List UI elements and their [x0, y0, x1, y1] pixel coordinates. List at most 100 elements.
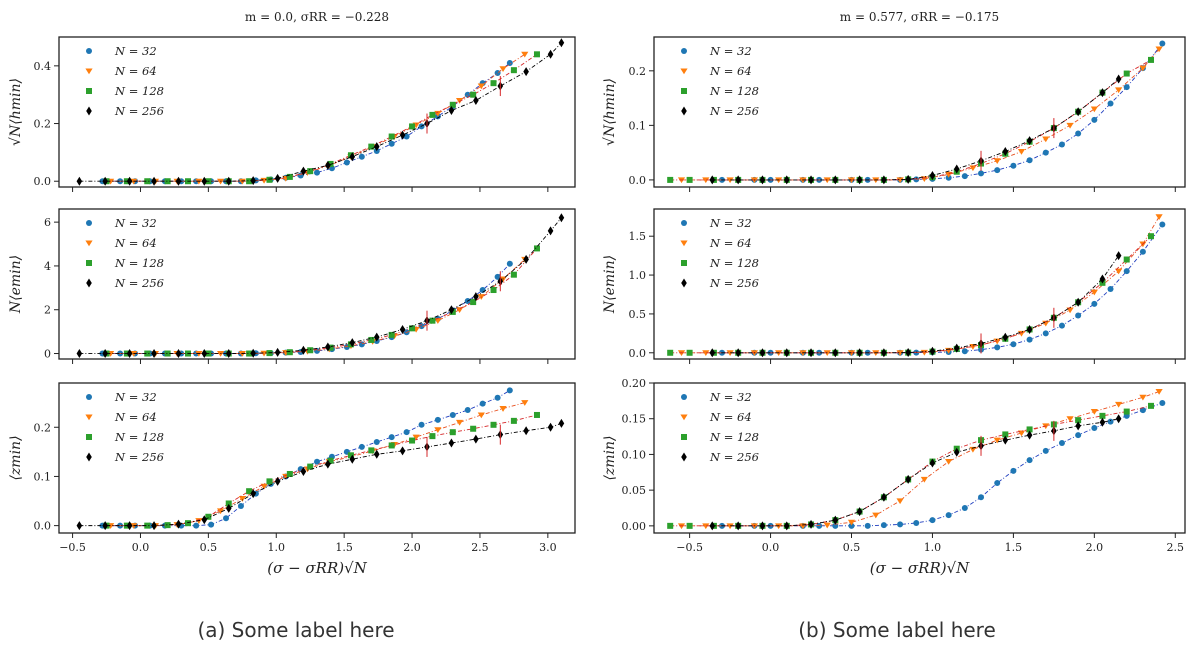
- data-point: [102, 176, 108, 186]
- data-point: [1075, 130, 1082, 137]
- series-line: [110, 53, 526, 182]
- data-point: [175, 176, 182, 186]
- data-point: [175, 519, 182, 529]
- data-point: [913, 520, 920, 526]
- data-point: [327, 344, 334, 351]
- data-point: [490, 287, 497, 294]
- data-point: [490, 421, 497, 428]
- y-axis-label: ⟨zmin⟩: [602, 435, 618, 480]
- data-point: [144, 522, 151, 529]
- data-point: [1058, 322, 1065, 329]
- data-point: [547, 49, 554, 59]
- data-point: [479, 400, 486, 407]
- caption-a: (a) Some label here: [197, 618, 394, 642]
- data-point: [783, 175, 790, 185]
- data-point: [905, 348, 911, 358]
- data-point: [856, 175, 863, 185]
- x-tick-label: 2.5: [471, 541, 489, 554]
- data-point: [434, 416, 441, 423]
- series-1: [99, 59, 513, 185]
- legend-label: N = 32: [114, 216, 157, 230]
- data-point: [388, 442, 395, 449]
- data-point: [314, 169, 320, 176]
- data-point: [1026, 324, 1033, 334]
- data-point: [1107, 100, 1114, 107]
- data-point: [448, 305, 455, 315]
- data-point: [1123, 84, 1130, 91]
- data-point: [1058, 440, 1065, 446]
- series-line: [721, 224, 1163, 354]
- data-point: [499, 66, 507, 72]
- data-point: [558, 418, 565, 428]
- data-point: [429, 433, 436, 440]
- data-point: [686, 176, 693, 183]
- data-point: [702, 350, 710, 357]
- data-point: [409, 123, 416, 130]
- legend-label: N = 64: [114, 64, 157, 78]
- data-point: [1107, 418, 1114, 425]
- y-tick-label: 0.10: [622, 448, 647, 461]
- data-point: [388, 434, 395, 441]
- data-point: [667, 176, 674, 183]
- data-point: [208, 521, 215, 528]
- data-point: [368, 447, 375, 454]
- data-point: [225, 503, 232, 513]
- data-point: [266, 176, 273, 183]
- plot-frame: [653, 382, 1186, 534]
- data-point: [1159, 40, 1166, 47]
- data-point: [533, 411, 540, 418]
- y-tick-label: 0.20: [622, 377, 647, 390]
- legend-label: N = 64: [709, 236, 752, 250]
- series-4: [76, 213, 565, 359]
- data-point: [1026, 426, 1033, 433]
- legend-label: N = 64: [114, 236, 157, 250]
- series-1: [718, 40, 1166, 183]
- data-point: [547, 422, 554, 432]
- data-point: [1123, 268, 1130, 275]
- data-point: [307, 168, 314, 175]
- legend-marker: [681, 452, 687, 462]
- data-point: [881, 492, 887, 502]
- data-point: [521, 400, 529, 406]
- data-point: [759, 348, 766, 358]
- data-point: [175, 349, 182, 359]
- data-point: [307, 347, 314, 354]
- legend-label: N = 256: [114, 450, 164, 464]
- data-point: [945, 512, 952, 519]
- data-point: [225, 500, 232, 507]
- series-4: [76, 38, 565, 186]
- legend-label: N = 128: [709, 84, 759, 98]
- series-2: [677, 389, 1163, 530]
- data-point: [816, 522, 823, 529]
- data-point: [735, 348, 741, 358]
- data-point: [523, 254, 529, 264]
- series-4: [709, 74, 1122, 185]
- data-point: [449, 429, 456, 436]
- data-point: [1115, 401, 1123, 408]
- data-point: [506, 260, 513, 267]
- data-point: [1002, 332, 1009, 342]
- y-tick-label: 0.0: [629, 347, 647, 360]
- series-line: [681, 216, 1160, 354]
- legend-marker: [681, 106, 687, 116]
- legend-label: N = 256: [709, 104, 759, 118]
- data-point: [702, 523, 710, 530]
- data-point: [126, 521, 133, 531]
- data-point: [808, 519, 814, 529]
- data-point: [314, 458, 320, 465]
- y-tick-label: 0.05: [622, 484, 647, 497]
- data-point: [969, 446, 977, 453]
- x-tick-label: 0.5: [843, 541, 861, 554]
- data-point: [1042, 447, 1049, 454]
- x-tick-label: 0.0: [132, 541, 150, 554]
- data-point: [409, 437, 416, 444]
- data-point: [412, 434, 420, 441]
- data-point: [905, 174, 911, 184]
- data-point: [945, 174, 952, 181]
- data-point: [455, 419, 464, 426]
- data-point: [1099, 417, 1106, 427]
- plot-frame: [58, 382, 576, 534]
- data-point: [343, 159, 350, 166]
- data-point: [1066, 307, 1074, 314]
- data-point: [994, 344, 1001, 351]
